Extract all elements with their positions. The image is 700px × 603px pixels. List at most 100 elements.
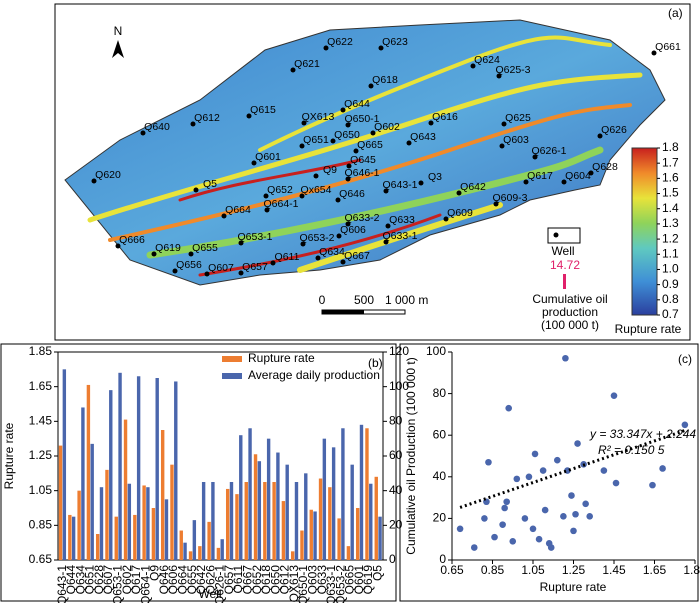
bar xyxy=(266,438,271,560)
well-label: Q619 xyxy=(155,242,181,254)
bar xyxy=(99,487,104,560)
well-label: Q602 xyxy=(374,121,400,133)
y2-tick-label: 0 xyxy=(389,552,396,566)
bar xyxy=(81,407,85,560)
bar xyxy=(331,447,336,560)
colorbar-tick-label: 1.4 xyxy=(662,201,679,215)
well-label: Q617 xyxy=(527,170,553,182)
point xyxy=(541,506,549,514)
bar xyxy=(263,482,267,560)
colorbar-tick-label: 1.7 xyxy=(662,155,679,169)
bar xyxy=(77,490,81,560)
well-label: Q604 xyxy=(565,170,591,182)
x-tick-label: Q619 xyxy=(361,565,375,595)
well-label: Q621 xyxy=(294,58,320,70)
point xyxy=(681,421,689,429)
x-tick-label: Q611 xyxy=(231,565,245,594)
well-dot xyxy=(370,130,376,136)
north-arrow xyxy=(112,40,124,58)
trend-equation: y = 33.347x + 2.244 7 xyxy=(589,427,700,441)
well-label: Q646-1 xyxy=(344,167,379,179)
scale-label: 1 000 m xyxy=(385,293,428,307)
colorbar-tick-label: 1.2 xyxy=(662,231,679,245)
well-label: Q603 xyxy=(503,134,529,146)
x-tick-label: Q646 xyxy=(157,565,171,595)
y-tick-label: 40 xyxy=(433,469,447,483)
legend-production-bar xyxy=(563,274,566,289)
well-dot xyxy=(443,216,449,222)
point xyxy=(562,354,569,362)
bar xyxy=(294,482,299,560)
y-tick-label: 1.25 xyxy=(29,448,53,462)
y-tick-label: 1.85 xyxy=(29,344,53,358)
x-tick-label: Q644 xyxy=(64,565,78,595)
x-tick-label: Q653-1 xyxy=(111,565,125,603)
x-tick-label: 0.65 xyxy=(440,563,464,577)
bar xyxy=(127,483,132,560)
colorbar-tick-label: 1.1 xyxy=(662,246,679,260)
point xyxy=(582,500,589,508)
well-label: Q633 xyxy=(389,214,415,226)
y-tick-label: 0.65 xyxy=(29,552,53,566)
bar xyxy=(272,482,276,560)
bar xyxy=(341,428,345,560)
bar xyxy=(211,482,215,560)
bar xyxy=(239,435,243,560)
well-dot xyxy=(385,223,391,229)
bar xyxy=(133,514,137,560)
bar xyxy=(142,485,146,560)
bar xyxy=(146,487,150,560)
bar xyxy=(257,461,262,560)
well-dot xyxy=(190,121,196,127)
well-label: QX613 xyxy=(302,111,335,123)
well-label: Q646 xyxy=(339,188,365,200)
well-label: Q650-1 xyxy=(344,113,379,125)
point xyxy=(612,479,620,487)
well-label: Q615 xyxy=(250,104,276,116)
well-label: Q618 xyxy=(372,74,398,86)
well-dot xyxy=(313,173,319,179)
colorbar-tick-label: 0.7 xyxy=(662,307,679,321)
bar xyxy=(350,464,354,560)
colorbar-tick-label: 1.8 xyxy=(662,140,679,154)
bar xyxy=(201,482,206,560)
bar xyxy=(369,483,373,560)
y-tick-label: 20 xyxy=(433,511,447,525)
point xyxy=(499,521,506,528)
well-dot xyxy=(299,193,305,199)
well-label: Q601 xyxy=(255,151,281,163)
well-dot xyxy=(532,154,538,160)
well-label: Q633-1 xyxy=(382,230,417,242)
point xyxy=(535,535,543,543)
x-tick-label: Q612 xyxy=(278,565,292,595)
point xyxy=(481,515,488,522)
well-dot xyxy=(300,241,306,247)
bar xyxy=(359,424,364,560)
y2-tick-label: 60 xyxy=(389,448,403,462)
well-label: Q625-3 xyxy=(495,64,530,76)
x-tick-label: Q618 xyxy=(259,565,273,595)
legend-well: Well xyxy=(551,244,574,258)
panel-label: (a) xyxy=(668,6,683,20)
legend-value: 14.72 xyxy=(550,258,580,272)
point xyxy=(521,515,529,522)
well-dot xyxy=(246,113,252,119)
bar xyxy=(281,501,286,560)
well-dot xyxy=(368,83,374,89)
well-dot xyxy=(428,120,434,126)
x-tick-label: Q603 xyxy=(306,565,320,595)
bar xyxy=(155,378,159,560)
bar xyxy=(355,508,360,560)
well-label: Q628 xyxy=(592,161,618,173)
point xyxy=(554,456,561,464)
bar xyxy=(313,511,317,560)
bar xyxy=(304,473,308,560)
point xyxy=(505,404,512,412)
bar xyxy=(118,372,122,560)
point xyxy=(491,533,498,541)
well-dot xyxy=(340,259,346,265)
panel-label: (c) xyxy=(678,352,692,366)
trend-r2: R² = 0.150 5 xyxy=(598,443,665,457)
scale-label: 500 xyxy=(354,293,374,307)
colorbar-tick-label: 1.3 xyxy=(662,216,679,230)
